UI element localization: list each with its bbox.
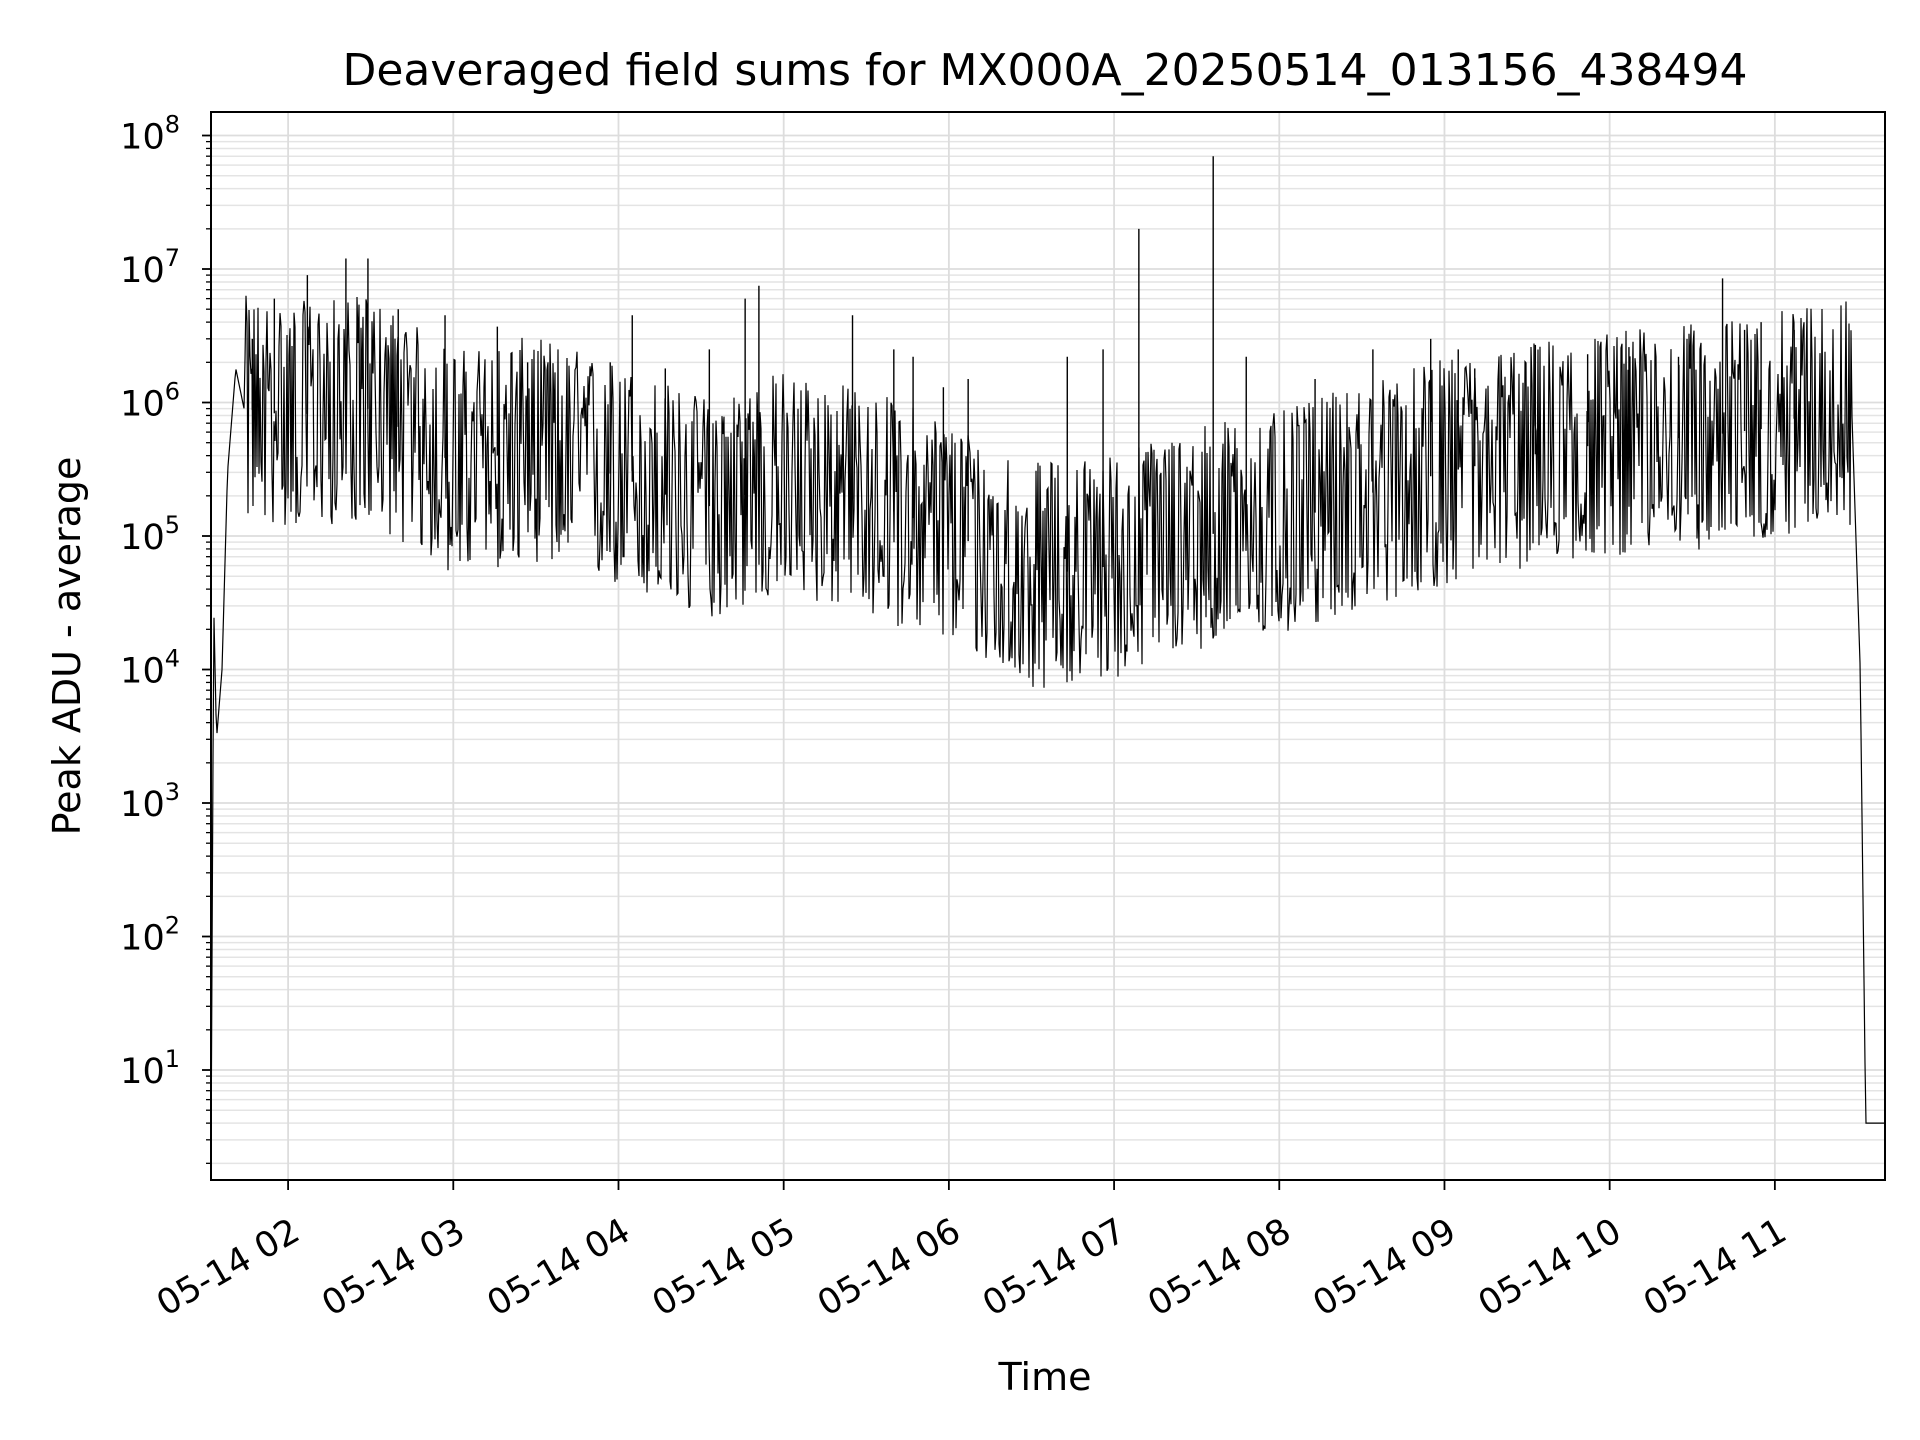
y-tick-label: 106 (120, 378, 180, 425)
y-tick-base: 10 (120, 251, 165, 291)
grid (211, 112, 1885, 1180)
y-tick-exponent: 2 (165, 912, 180, 940)
y-tick-exponent: 4 (165, 645, 180, 673)
y-tick-label: 108 (120, 111, 180, 158)
y-tick-base: 10 (120, 118, 165, 158)
y-tick-label: 104 (120, 645, 180, 692)
y-tick-label: 103 (120, 778, 180, 825)
x-axis-label: Time (998, 1355, 1092, 1399)
series-layer (210, 156, 1885, 1164)
y-tick-label: 107 (120, 244, 180, 291)
series-line (210, 295, 1885, 1164)
y-tick-label: 102 (120, 912, 180, 959)
y-tick-label: 101 (120, 1045, 180, 1092)
y-tick-exponent: 1 (165, 1045, 180, 1073)
y-tick-exponent: 5 (165, 511, 180, 539)
y-tick-exponent: 6 (165, 378, 180, 406)
y-tick-base: 10 (120, 785, 165, 825)
y-tick-base: 10 (120, 385, 165, 425)
y-tick-label: 105 (120, 511, 180, 558)
y-tick-exponent: 7 (165, 244, 180, 272)
chart-title: Deaveraged field sums for MX000A_2025051… (342, 45, 1747, 96)
plot-frame (210, 111, 1886, 1181)
y-axis-label: Peak ADU - average (45, 457, 89, 836)
y-tick-base: 10 (120, 518, 165, 558)
y-tick-exponent: 3 (165, 778, 180, 806)
y-tick-exponent: 8 (165, 111, 180, 139)
y-tick-base: 10 (120, 919, 165, 959)
y-tick-base: 10 (120, 1052, 165, 1092)
y-tick-base: 10 (120, 652, 165, 692)
